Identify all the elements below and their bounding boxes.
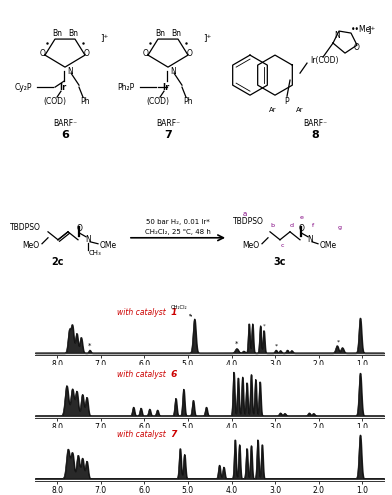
Text: 1: 1 (168, 308, 177, 317)
Text: 8: 8 (311, 130, 319, 140)
Text: CH₂Cl₂, 25 ᵒC, 48 h: CH₂Cl₂, 25 ᵒC, 48 h (145, 229, 211, 235)
Text: O: O (84, 49, 90, 57)
Text: 7: 7 (164, 130, 172, 140)
Text: 2c: 2c (52, 257, 64, 267)
Text: Bn: Bn (171, 29, 181, 38)
Text: N: N (307, 235, 313, 244)
Text: TBDPSO: TBDPSO (233, 217, 264, 226)
Text: MeO: MeO (242, 241, 259, 250)
Text: with catalyst: with catalyst (117, 308, 168, 317)
Text: O: O (40, 49, 46, 57)
Text: *: * (274, 344, 278, 348)
Text: d: d (290, 223, 294, 228)
Text: 3c: 3c (274, 257, 286, 267)
Text: TBDPSO: TBDPSO (10, 223, 41, 232)
Text: with catalyst: with catalyst (117, 430, 168, 439)
Text: *: * (337, 339, 340, 344)
Text: Bn: Bn (52, 29, 62, 38)
Text: OMe: OMe (320, 241, 337, 250)
Text: Ar: Ar (269, 107, 277, 113)
Text: Bn: Bn (155, 29, 165, 38)
Text: ]⁺: ]⁺ (367, 25, 375, 34)
Text: OMe: OMe (100, 241, 117, 250)
Text: N: N (170, 67, 176, 76)
Text: a: a (243, 211, 247, 217)
Text: Cy₂P: Cy₂P (14, 83, 32, 92)
Text: N: N (334, 31, 340, 40)
Text: with catalyst: with catalyst (117, 370, 168, 379)
Text: *: * (263, 324, 266, 329)
Text: ••Me: ••Me (351, 25, 371, 34)
Text: Ir: Ir (162, 83, 170, 92)
Text: O: O (299, 224, 305, 233)
Text: Ph: Ph (80, 97, 90, 105)
Text: (COD): (COD) (147, 97, 169, 105)
Text: N: N (85, 235, 91, 244)
Text: Ar: Ar (296, 107, 304, 113)
Text: O: O (77, 224, 83, 233)
Text: O: O (187, 49, 193, 57)
Text: P: P (285, 97, 289, 105)
Text: BARF⁻: BARF⁻ (303, 119, 327, 128)
Text: ]⁺: ]⁺ (203, 33, 211, 42)
Text: ]⁺: ]⁺ (100, 33, 108, 42)
Text: f: f (312, 223, 314, 228)
Text: CH₂Cl₂: CH₂Cl₂ (171, 305, 192, 316)
Text: BARF⁻: BARF⁻ (53, 119, 77, 128)
Text: b: b (270, 223, 274, 228)
Text: *: * (235, 341, 238, 347)
Text: CH₃: CH₃ (89, 249, 102, 256)
Text: Ph: Ph (183, 97, 193, 105)
Text: e: e (300, 215, 304, 220)
Text: Bn: Bn (68, 29, 78, 38)
Text: 6: 6 (168, 370, 177, 379)
Text: N: N (67, 67, 73, 76)
Text: Ir(COD): Ir(COD) (310, 55, 339, 65)
Text: 6: 6 (61, 130, 69, 140)
Text: BARF⁻: BARF⁻ (156, 119, 180, 128)
Text: O: O (143, 49, 149, 57)
Text: MeO: MeO (22, 241, 39, 250)
Text: O: O (354, 43, 360, 51)
Text: g: g (338, 225, 342, 230)
Text: *: * (88, 343, 91, 349)
Text: (COD): (COD) (44, 97, 67, 105)
Text: c: c (280, 243, 284, 248)
Text: Ph₂P: Ph₂P (117, 83, 134, 92)
Text: 50 bar H₂, 0.01 Ir*: 50 bar H₂, 0.01 Ir* (146, 219, 210, 225)
Text: 7: 7 (168, 430, 177, 439)
Text: Ir: Ir (59, 83, 67, 92)
